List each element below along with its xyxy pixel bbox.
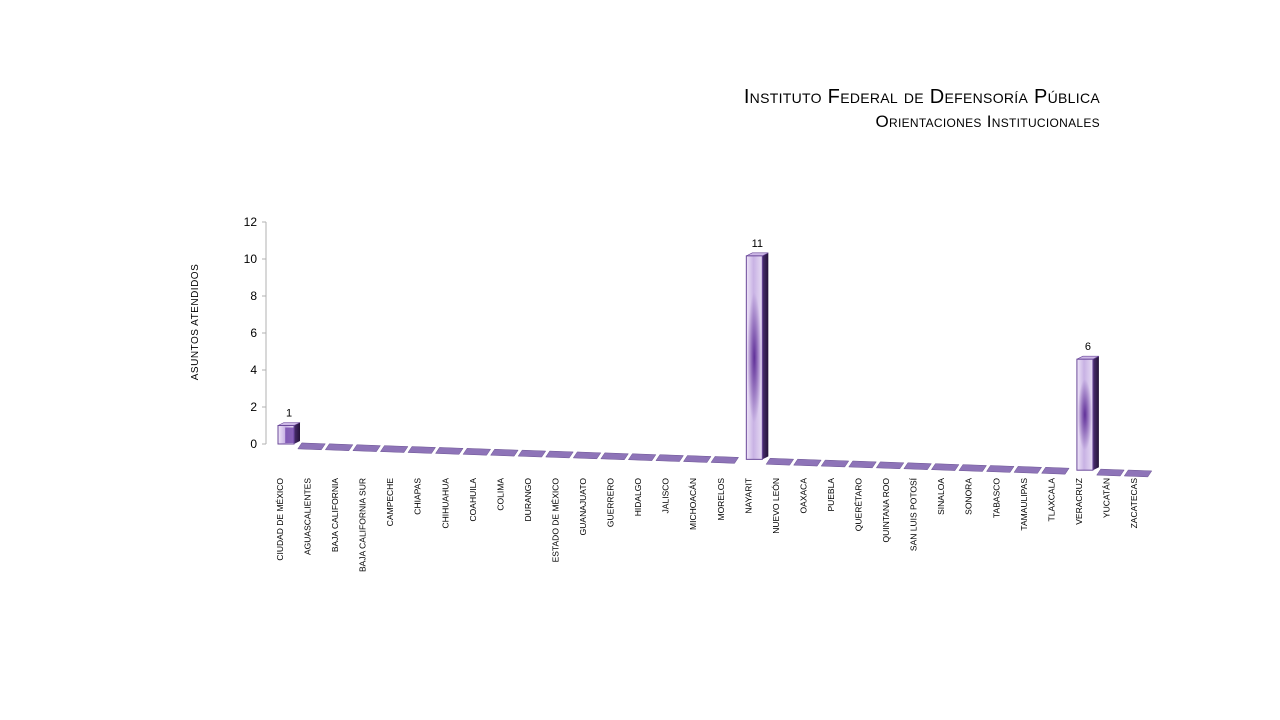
floor-segment (1123, 469, 1153, 478)
category-label: VERACRUZ (1074, 478, 1084, 525)
category-label: COAHUILA (468, 478, 478, 522)
floor-segment (1013, 466, 1043, 474)
chart-title: Instituto Federal de Defensoría Pública (743, 86, 1100, 108)
floor-segment (765, 458, 795, 466)
category-label: ESTADO DE MÉXICO (550, 478, 560, 563)
floor-segment (490, 448, 519, 457)
category-label: OAXACA (798, 478, 808, 514)
bar-side (762, 252, 769, 460)
category-label: MORELOS (716, 478, 726, 521)
floor-segment (545, 450, 574, 459)
floor-segment (379, 445, 409, 453)
category-label: CAMPECHE (385, 478, 395, 527)
floor-segment (930, 463, 960, 471)
floor-segment (297, 442, 326, 451)
category-label: BAJA CALIFORNIA (330, 478, 340, 552)
category-label: CHIHUAHUA (440, 478, 450, 529)
bars (277, 252, 1100, 471)
category-label: JALISCO (661, 478, 671, 514)
floor-segment (1041, 467, 1070, 475)
floor-segment (1096, 468, 1125, 477)
category-label: GUANAJUATO (578, 478, 588, 536)
bar-side (294, 422, 300, 444)
category-label: SINALOA (936, 478, 946, 515)
floor-segment (820, 459, 850, 468)
category-label: SAN LUIS POTOSÍ (909, 477, 919, 551)
category-label: BAJA CALIFORNIA SUR (358, 478, 368, 572)
category-label: CIUDAD DE MÉXICO (275, 478, 285, 561)
bar-side (1092, 356, 1099, 471)
floor-segment (682, 455, 712, 463)
floor-segment (710, 456, 740, 464)
y-tick-label: 6 (250, 326, 257, 340)
category-label: TLAXCALA (1046, 478, 1056, 522)
category-label: QUERÉTARO (854, 478, 864, 532)
category-label: MICHOACÁN (688, 478, 698, 530)
category-label: QUINTANA ROO (881, 478, 891, 543)
chart-subtitle: Orientaciones Institucionales (875, 112, 1100, 131)
category-label: ZACATECAS (1129, 478, 1139, 529)
floor-segment (407, 446, 436, 454)
floor-segment (958, 464, 987, 472)
category-label: SONORA (964, 478, 974, 515)
y-tick-label: 2 (250, 400, 257, 414)
category-labels: CIUDAD DE MÉXICO AGUASCALIENTES BAJA CALIF… (275, 477, 1139, 572)
bar (277, 422, 301, 445)
floor-segment (352, 444, 381, 452)
floor-segment (875, 461, 905, 470)
y-tick-label: 0 (250, 437, 257, 451)
y-tick-label: 4 (250, 363, 257, 377)
floor-segment (627, 453, 657, 461)
floor-segment (462, 448, 492, 456)
data-label: 6 (1085, 341, 1091, 353)
y-tick-label: 8 (250, 289, 257, 303)
title-block: Instituto Federal de Defensoría Pública … (580, 84, 1100, 134)
floor-segment (986, 465, 1015, 473)
y-axis-label: ASUNTOS ATENDIDOS (190, 264, 201, 380)
floor-segment (793, 458, 822, 467)
bar-glow (1077, 379, 1093, 451)
category-label: CHIAPAS (413, 478, 423, 515)
category-label: YUCATÁN (1101, 478, 1111, 518)
bar (1076, 355, 1100, 471)
category-label: HIDALGO (633, 478, 643, 517)
floor-segment (324, 443, 354, 451)
category-label: TAMAULIPAS (1019, 478, 1029, 531)
y-tick-label: 12 (244, 215, 258, 229)
floor-segment (435, 447, 464, 455)
data-label: 1 (286, 408, 292, 420)
floor-segment (517, 449, 547, 458)
bar (745, 252, 769, 460)
category-label: GUERRERO (606, 478, 616, 528)
category-label: AGUASCALIENTES (303, 478, 313, 555)
floor-segment (848, 460, 877, 469)
bar-glow (747, 292, 762, 423)
category-label: DURANGO (523, 478, 533, 522)
floor-segment (572, 451, 602, 460)
category-label: COLIMA (495, 478, 505, 511)
floor-segment (655, 454, 684, 462)
y-ticks: 0 2 4 6 8 10 12 (244, 215, 266, 451)
floor-segment (903, 462, 932, 470)
y-tick-label: 10 (244, 252, 258, 266)
category-label: NAYARIT (743, 478, 753, 514)
bar-glow (285, 427, 294, 443)
data-label: 11 (752, 238, 763, 250)
category-label: PUEBLA (826, 478, 836, 512)
category-label: TABASCO (991, 478, 1001, 518)
category-label: NUEVO LEÓN (771, 478, 781, 534)
chart-floor (297, 442, 1153, 478)
floor-segment (600, 452, 629, 460)
